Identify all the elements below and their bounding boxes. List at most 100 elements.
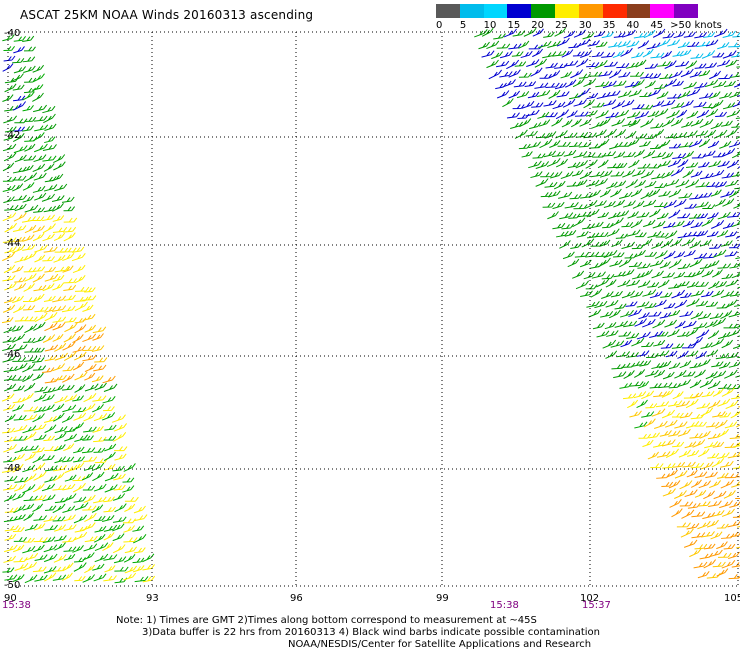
wind-barb — [625, 131, 636, 138]
wind-barb — [700, 240, 711, 247]
wind-barb — [684, 250, 696, 257]
wind-barb — [547, 158, 560, 166]
wind-barb — [52, 174, 63, 181]
wind-barb — [627, 230, 641, 237]
wind-barb — [648, 89, 660, 96]
wind-barb — [85, 536, 98, 541]
wind-barb — [533, 154, 546, 159]
wind-barb — [629, 262, 642, 267]
wind-barb — [564, 150, 576, 156]
wind-barb — [718, 74, 732, 78]
wind-barb — [708, 141, 719, 148]
wind-barb — [45, 177, 56, 182]
wind-barb — [725, 231, 737, 237]
wind-barb — [588, 40, 600, 46]
wind-barb — [663, 33, 674, 38]
wind-barb — [664, 320, 676, 327]
wind-barb — [5, 414, 15, 421]
wind-barb — [716, 542, 727, 549]
wind-barb — [53, 413, 64, 421]
wind-barb — [689, 549, 701, 557]
wind-barb — [643, 220, 655, 227]
wind-barb — [660, 430, 672, 436]
wind-barb — [64, 547, 76, 552]
wind-barb — [33, 504, 43, 512]
wind-barb — [33, 373, 44, 380]
wind-barb — [42, 257, 54, 261]
wind-barb — [33, 186, 45, 192]
wind-barb — [546, 63, 558, 68]
wind-barb — [658, 191, 670, 196]
wind-barb — [669, 189, 681, 197]
wind-barb — [670, 499, 682, 507]
wind-barb — [13, 398, 25, 403]
wind-barb — [586, 110, 597, 116]
wind-barb — [92, 463, 104, 471]
wind-barb — [577, 89, 589, 97]
wind-barb — [537, 112, 549, 118]
wind-barb — [596, 110, 609, 118]
wind-barb — [658, 161, 670, 167]
wind-barb — [33, 545, 44, 552]
wind-barb — [616, 234, 628, 239]
wind-barb — [115, 504, 127, 512]
wind-barb — [64, 334, 76, 342]
wind-barb — [604, 62, 617, 67]
wind-barb — [680, 502, 693, 506]
wind-barb — [570, 243, 581, 248]
wind-barb — [705, 130, 716, 137]
wind-barb — [537, 90, 550, 96]
wind-barb — [75, 302, 88, 311]
wind-barb — [656, 474, 669, 479]
wind-barb — [657, 92, 668, 99]
wind-barb — [82, 523, 95, 531]
wind-barb — [104, 533, 114, 541]
wind-barb — [631, 52, 643, 58]
wind-barb — [667, 329, 679, 336]
wind-barb — [543, 32, 554, 37]
wind-barb — [662, 152, 673, 158]
wind-barb — [648, 452, 659, 459]
wind-barb — [562, 50, 573, 58]
wind-barb — [74, 497, 86, 503]
wind-barb — [713, 389, 723, 397]
wind-barb — [64, 525, 77, 531]
wind-barb — [606, 300, 618, 307]
wind-barb — [561, 72, 572, 78]
wind-barb — [601, 291, 613, 298]
wind-barb — [652, 152, 666, 158]
wind-barb — [694, 370, 705, 378]
wind-barb — [580, 291, 592, 297]
wind-barb — [62, 414, 74, 422]
wind-barb — [32, 93, 43, 101]
wind-barb — [113, 545, 125, 553]
wind-barb — [736, 419, 740, 427]
wind-barb — [717, 304, 730, 308]
wind-barb — [598, 160, 608, 168]
wind-barb — [637, 400, 648, 408]
wind-barb — [635, 233, 646, 237]
wind-barb — [582, 224, 594, 229]
wind-barb — [72, 253, 85, 260]
wind-barb — [702, 205, 714, 209]
wind-barb — [611, 240, 622, 247]
wind-barb — [74, 532, 87, 540]
wind-barb — [24, 47, 35, 51]
wind-barb — [2, 275, 15, 280]
wind-barb — [708, 331, 719, 339]
wind-barb — [711, 220, 723, 228]
wind-barb — [528, 161, 541, 168]
wind-barb — [13, 195, 26, 201]
wind-barb — [114, 454, 126, 460]
wind-barb — [696, 131, 708, 137]
wind-barb — [695, 490, 706, 497]
note-line: 3)Data buffer is 22 hrs from 20160313 4)… — [142, 627, 600, 639]
wind-barb — [548, 191, 560, 197]
wind-barb — [672, 290, 685, 298]
wind-barb — [23, 338, 35, 342]
wind-barb — [711, 100, 723, 108]
wind-barb — [552, 118, 563, 126]
wind-barb — [53, 215, 64, 221]
wind-barb — [82, 473, 93, 480]
